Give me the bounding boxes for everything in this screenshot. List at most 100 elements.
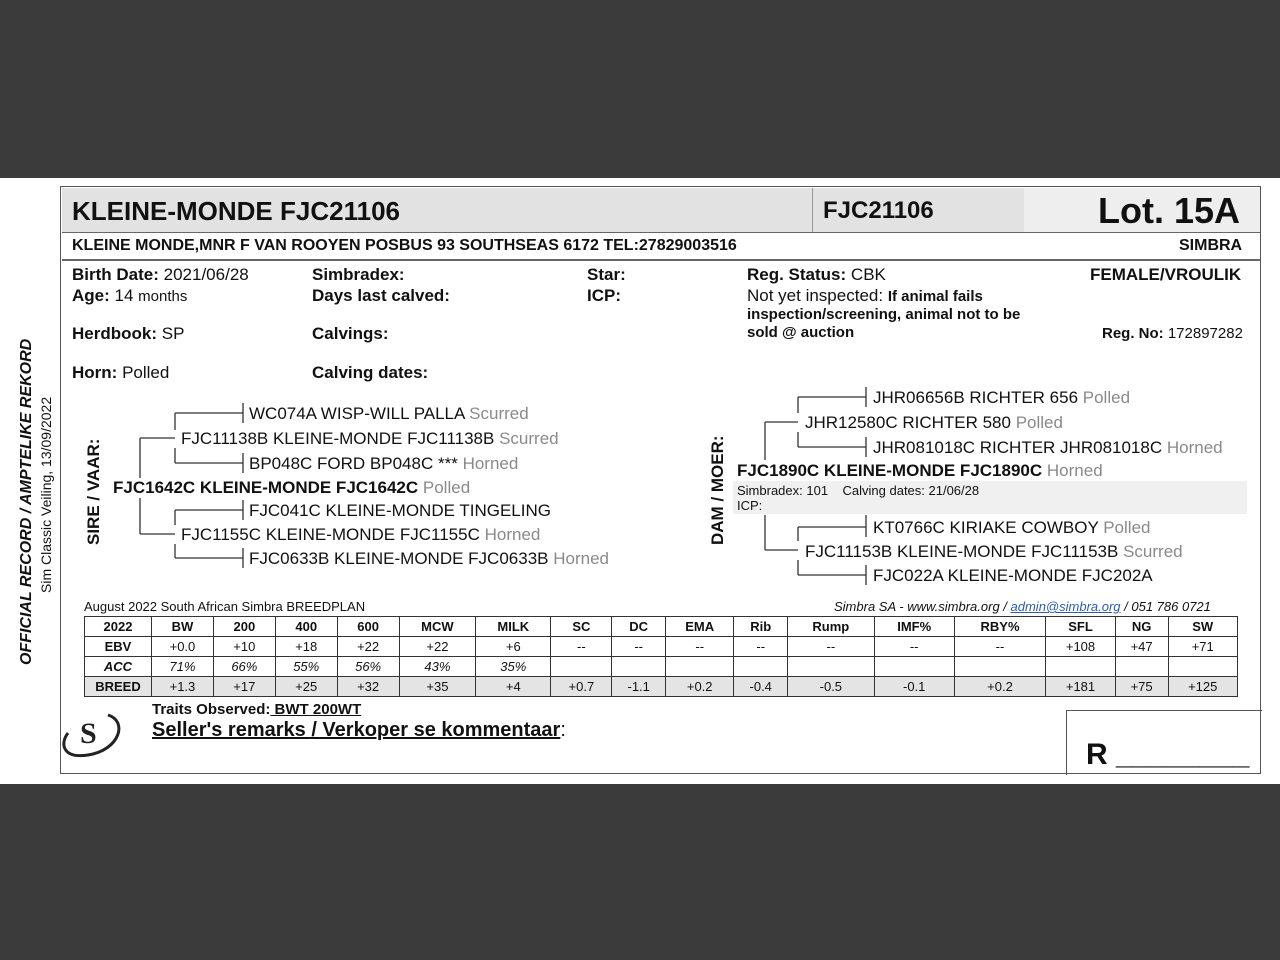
table-cell: +0.7 <box>550 676 613 697</box>
simbra-logo: S <box>62 713 121 758</box>
table-cell: +47 <box>1114 636 1169 657</box>
email-link[interactable]: admin@simbra.org <box>1010 599 1121 614</box>
table-cell <box>1114 656 1169 677</box>
dam-simbradex: Simbradex: 101 <box>737 483 829 498</box>
sire-sire: FJC11138B KLEINE-MONDE FJC11138B Scurred <box>181 429 559 448</box>
table-cell: 71% <box>151 656 214 677</box>
table-cell: 66% <box>212 656 276 677</box>
simbradex-label: Simbradex: <box>312 265 405 284</box>
table-cell: +4 <box>475 676 552 697</box>
table-cell: EMA <box>664 616 735 637</box>
phone: / 051 786 0721 <box>1120 599 1211 614</box>
table-cell: +75 <box>1114 676 1169 697</box>
table-cell <box>873 656 955 677</box>
colon: : <box>560 719 566 741</box>
table-cell: EBV <box>84 636 152 657</box>
herdbook: SP <box>161 324 185 343</box>
table-cell: IMF% <box>873 616 955 637</box>
calvings-label: Calvings: <box>312 324 389 343</box>
table-cell: MCW <box>398 616 477 637</box>
reg-no: 172897282 <box>1167 325 1243 342</box>
table-cell: +181 <box>1045 676 1116 697</box>
table-row: EBV +0.0 +10 +18 +22 +22 +6 -- -- -- -- -- -- -- +108 +… <box>84 636 1238 657</box>
table-cell <box>664 656 735 677</box>
table-cell: +0.2 <box>953 676 1047 697</box>
table-cell: +18 <box>274 636 338 657</box>
table-cell: -- <box>873 636 955 657</box>
breed: SIMBRA <box>1179 237 1243 254</box>
table-row: ACC 71% 66% 55% 56% 43% 35% <box>84 656 1238 677</box>
dam-label: DAM / MOER: <box>708 435 727 545</box>
table-row: 2022 BW 200 400 600 MCW MILK SC DC EMA Rib Rump IMF%… <box>84 616 1238 637</box>
birth-date: 2021/06/28 <box>163 265 249 284</box>
calving-dates-label: Calving dates: <box>312 363 429 382</box>
table-cell: -- <box>953 636 1047 657</box>
dam-sire: JHR12580C RICHTER 580 Polled <box>805 413 1063 432</box>
table-cell: 56% <box>336 656 400 677</box>
table-cell <box>550 656 613 677</box>
table-cell: -0.4 <box>733 676 789 697</box>
inspect-note: If animal fails <box>887 288 983 305</box>
table-cell: -- <box>733 636 789 657</box>
table-cell: +6 <box>475 636 552 657</box>
table-cell: -- <box>611 636 666 657</box>
seller-remarks: Seller's remarks / Verkoper se kommentaa… <box>152 719 561 741</box>
table-cell: Rump <box>787 616 875 637</box>
table-cell: +35 <box>398 676 477 697</box>
table-row: BREED +1.3 +17 +25 +32 +35 +4 +0.7 -1.1 +0.2 -0.4-… <box>84 676 1238 697</box>
sire-dam: FJC1155C KLEINE-MONDE FJC1155C Horned <box>181 525 541 544</box>
table-cell <box>787 656 875 677</box>
dam: FJC1890C KLEINE-MONDE FJC1890C Horned <box>737 461 1103 480</box>
table-cell: -- <box>787 636 875 657</box>
days-label: Days last calved: <box>312 286 450 305</box>
table-cell: +25 <box>274 676 338 697</box>
table-cell: RBY% <box>953 616 1047 637</box>
table-cell: -0.5 <box>787 676 875 697</box>
table-cell: SFL <box>1045 616 1116 637</box>
sire-sire-dam: BP048C FORD BP048C *** Horned <box>249 454 519 473</box>
sire-dam-dam: FJC0633B KLEINE-MONDE FJC0633B Horned <box>249 549 609 568</box>
sire-dam-sire: FJC041C KLEINE-MONDE TINGELING <box>249 501 551 520</box>
inspect-note-3: sold @ auction <box>747 324 855 341</box>
horn-label: Horn: <box>72 363 118 382</box>
table-cell: +0.0 <box>151 636 214 657</box>
inspect-note-2: inspection/screening, animal not to be <box>747 306 1021 323</box>
table-cell: ACC <box>84 656 152 677</box>
table-cell: 200 <box>212 616 276 637</box>
dam-dam-sire: KT0766C KIRIAKE COWBOY Polled <box>873 518 1151 537</box>
contact: Simbra SA - www.simbra.org / <box>834 599 1011 614</box>
dam-details-box <box>733 481 1247 514</box>
dam-sire-sire: JHR06656B RICHTER 656 Polled <box>873 388 1131 407</box>
herdbook-label: Herdbook: <box>72 324 157 343</box>
table-cell: Rib <box>733 616 789 637</box>
sire-label: SIRE / VAAR: <box>84 438 103 545</box>
table-cell: BREED <box>84 676 152 697</box>
table-cell <box>733 656 789 677</box>
dam-dam: FJC11153B KLEINE-MONDE FJC11153B Scurred <box>805 542 1183 561</box>
table-cell: +71 <box>1167 636 1238 657</box>
table-cell: 35% <box>475 656 552 677</box>
table-cell: SW <box>1167 616 1238 637</box>
table-cell: +125 <box>1167 676 1238 697</box>
table-cell: +17 <box>212 676 276 697</box>
table-cell: +1.3 <box>151 676 214 697</box>
inspect-status: Not yet inspected: <box>747 286 884 305</box>
table-cell: 43% <box>398 656 477 677</box>
reg-no-label: Reg. No: <box>1102 325 1164 342</box>
table-cell: SC <box>550 616 613 637</box>
traits: BWT 200WT <box>270 701 362 718</box>
horn: Polled <box>122 363 170 382</box>
table-cell: +22 <box>398 636 477 657</box>
reg-status: CBK <box>850 265 886 284</box>
table-cell: +108 <box>1045 636 1116 657</box>
table-cell: 2022 <box>84 616 152 637</box>
table-cell: DC <box>611 616 666 637</box>
lot-number: Lot. 15A <box>1098 190 1241 231</box>
price-field[interactable]: R ________ <box>1086 738 1250 771</box>
sire-sire-sire: WC074A WISP-WILL PALLA Scurred <box>249 404 529 423</box>
ebv-table: 2022 BW 200 400 600 MCW MILK SC DC EMA Rib Rump IMF%… <box>84 616 1238 697</box>
table-cell: MILK <box>475 616 552 637</box>
birth-label: Birth Date: <box>72 265 159 284</box>
table-cell <box>953 656 1047 677</box>
